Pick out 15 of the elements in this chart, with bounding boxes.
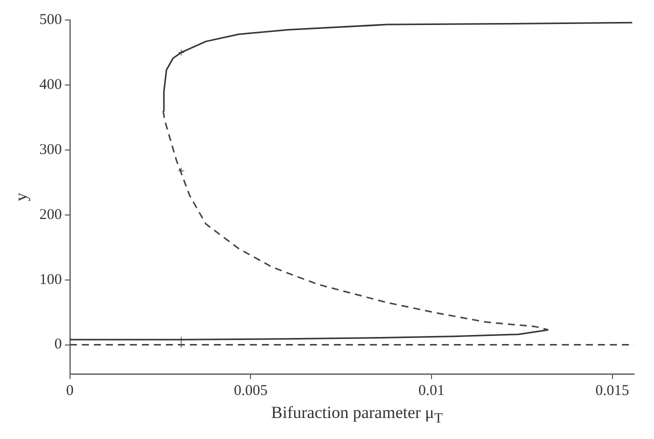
x-tick-label: 0	[66, 382, 74, 399]
x-tick-label: 0.005	[234, 382, 268, 399]
line-series	[162, 110, 550, 331]
y-tick-label: 400	[39, 76, 62, 93]
x-axis-title: Bifuraction parameter μ$_{T}$	[270, 403, 444, 428]
y-tick-label: 0	[54, 336, 62, 353]
x-tick-label: 0.01	[418, 382, 445, 399]
y-tick-label: 100	[39, 272, 62, 288]
y-tick-label: 500	[39, 12, 62, 28]
y-axis-title: y	[12, 192, 31, 202]
point	[178, 48, 185, 56]
y-tick-label: 200	[39, 206, 62, 223]
point	[178, 167, 185, 174]
y-tick-label: 300	[39, 142, 62, 158]
x-tick-label: 0.015	[595, 382, 630, 399]
